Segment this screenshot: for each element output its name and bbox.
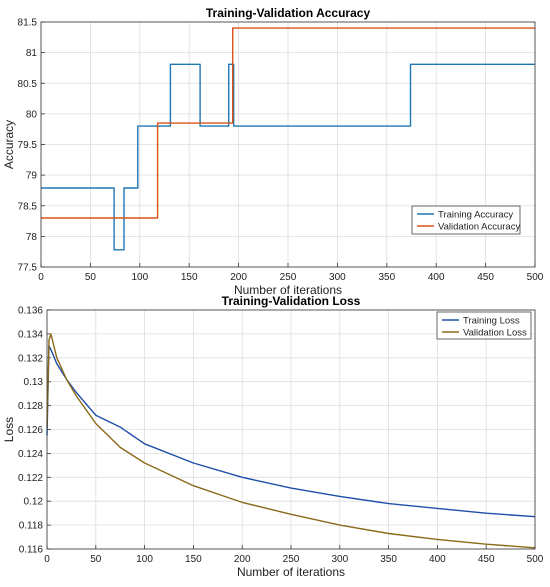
loss-y-tick-label: 0.122: [18, 473, 43, 484]
loss-x-tick-label: 350: [380, 554, 397, 565]
loss-y-tick-label: 0.116: [19, 545, 44, 556]
loss-plot-frame: [46, 309, 536, 550]
accuracy-x-tick-label: 0: [38, 272, 44, 283]
loss-series-line-training: [46, 345, 536, 518]
loss-grid: [46, 309, 536, 550]
loss-y-tick-label: 0.136: [18, 306, 43, 317]
loss-y-tick-label: 0.124: [18, 449, 43, 460]
loss-y-tick-label: 0.12: [24, 497, 44, 508]
loss-x-tick-label: 450: [478, 554, 495, 565]
accuracy-y-tick-label: 77.5: [18, 263, 38, 274]
accuracy-x-tick-label: 400: [428, 272, 445, 283]
accuracy-legend-box: [411, 205, 521, 235]
accuracy-chart: 0 50 100 150 200 250 300 350 400 450 500 77.5 78 78.5…: [2, 6, 544, 297]
accuracy-y-tick-label: 78: [26, 232, 38, 243]
accuracy-x-tick-label: 350: [378, 272, 395, 283]
accuracy-x-tick-label: 300: [329, 272, 346, 283]
accuracy-x-axis-label: Number of iterations: [234, 283, 342, 297]
loss-series-line-validation: [46, 333, 536, 549]
loss-y-tick-label: 0.132: [18, 353, 43, 364]
accuracy-x-tick-label: 50: [85, 272, 97, 283]
accuracy-y-tick-label: 80.5: [18, 79, 38, 90]
accuracy-y-tick-label: 80: [26, 109, 38, 120]
loss-legend-label-validation: Validation Loss: [463, 327, 527, 338]
loss-x-axis-label: Number of iterations: [237, 565, 345, 579]
accuracy-x-tick-label: 200: [230, 272, 247, 283]
accuracy-x-tick-label: 450: [477, 272, 494, 283]
accuracy-y-tick-label: 79: [26, 171, 38, 182]
accuracy-y-tick-label: 81.5: [18, 18, 38, 29]
accuracy-plot-frame: [40, 21, 536, 268]
loss-x-tick-label: 300: [331, 554, 348, 565]
loss-x-tick-label: 100: [136, 554, 153, 565]
accuracy-y-tick-label: 79.5: [18, 140, 38, 151]
loss-y-tick-label: 0.126: [18, 425, 43, 436]
accuracy-y-tick-label: 81: [26, 48, 38, 59]
loss-y-tick-label: 0.134: [18, 329, 43, 340]
accuracy-legend-label-training: Training Accuracy: [438, 209, 513, 220]
loss-x-tick-label: 150: [185, 554, 202, 565]
loss-chart: 0 50 100 150 200 250 300 350 400 450 500 0.116 0.118…: [2, 294, 544, 579]
accuracy-series-line-validation: [41, 27, 535, 219]
loss-x-tick-label: 50: [90, 554, 102, 565]
accuracy-x-tick-label: 250: [280, 272, 297, 283]
accuracy-y-axis-label: Accuracy: [2, 120, 16, 169]
loss-x-tick-label: 200: [234, 554, 251, 565]
accuracy-chart-title: Training-Validation Accuracy: [206, 6, 371, 20]
loss-chart-title: Training-Validation Loss: [222, 294, 361, 308]
loss-y-tick-label: 0.118: [19, 521, 44, 532]
accuracy-x-tick-label: 100: [131, 272, 148, 283]
accuracy-x-tick-label: 150: [181, 272, 198, 283]
accuracy-y-tick-label: 78.5: [18, 201, 38, 212]
loss-y-axis-label: Loss: [2, 417, 16, 442]
loss-legend-box: [436, 311, 532, 340]
loss-y-tick-label: 0.128: [18, 401, 43, 412]
loss-legend-label-training: Training Loss: [463, 315, 520, 326]
loss-x-tick-label: 250: [283, 554, 300, 565]
loss-x-tick-label: 400: [429, 554, 446, 565]
accuracy-x-tick-label: 500: [527, 272, 544, 283]
accuracy-legend-label-validation: Validation Accuracy: [438, 221, 520, 232]
loss-y-tick-label: 0.13: [24, 377, 44, 388]
loss-x-tick-label: 0: [44, 554, 50, 565]
loss-x-tick-label: 500: [527, 554, 544, 565]
accuracy-series-line-training: [41, 63, 535, 251]
